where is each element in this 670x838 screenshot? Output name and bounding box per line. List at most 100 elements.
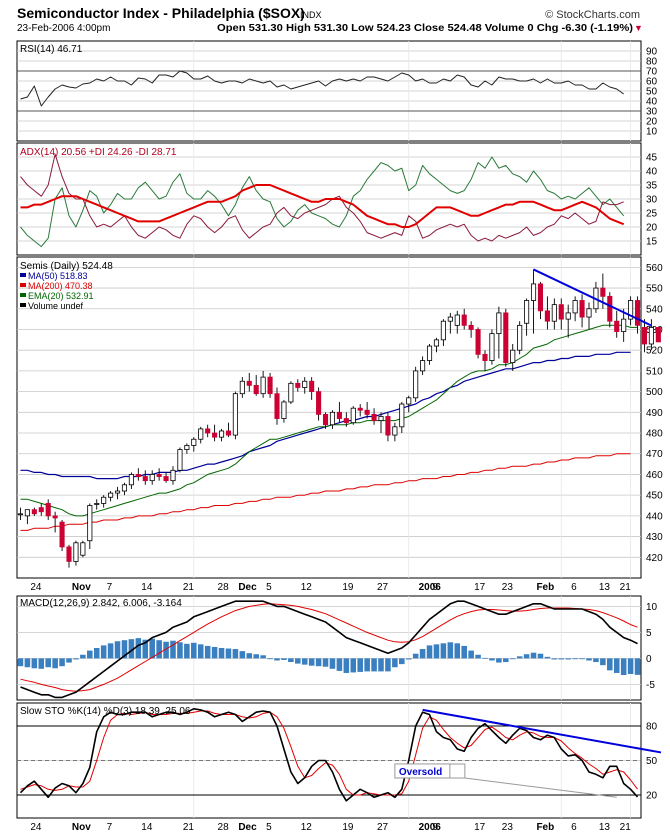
macd-histogram-bar (537, 653, 544, 659)
y-tick-label: 540 (646, 304, 663, 315)
x-tick-label: Dec (238, 582, 257, 593)
candle (433, 339, 440, 347)
y-tick-label: -5 (646, 680, 655, 691)
macd-histogram-bar (530, 652, 537, 659)
candle (503, 312, 509, 364)
price-panel-frame (16, 256, 642, 579)
candle (399, 403, 405, 428)
candle (246, 380, 252, 386)
candle (655, 327, 661, 343)
x-tick-label: 9 (432, 822, 438, 833)
macd-histogram-bar (315, 658, 322, 667)
x-tick-label: 12 (301, 582, 313, 593)
exchange-label: INDX (300, 10, 322, 20)
macd-histogram-bar (322, 658, 329, 667)
macd-histogram-bar (246, 653, 253, 659)
legend-entry: EMA(20) 532.91 (28, 291, 94, 301)
y-tick-label: 60 (646, 77, 658, 88)
x-tick-label: Feb (536, 822, 554, 833)
legend-swatch (20, 283, 26, 287)
x-tick-label: 7 (107, 822, 113, 833)
candle (468, 324, 474, 330)
candle (524, 300, 530, 324)
candle (322, 413, 329, 426)
candle (648, 327, 654, 345)
legend-entry: MA(200) 470.38 (28, 281, 93, 291)
y-tick-label: 530 (646, 325, 663, 336)
x-tick-label: Nov (72, 822, 91, 833)
stoch-trendline (422, 708, 662, 754)
oversold-label: Oversold (399, 767, 442, 778)
date-label: 23-Feb-2006 4:00pm (17, 23, 110, 34)
macd-histogram-bar (405, 658, 412, 660)
candle (385, 416, 391, 436)
candle (212, 432, 218, 438)
candle (24, 509, 30, 517)
macd-histogram-bar (204, 645, 211, 659)
macd-histogram-bar (260, 655, 266, 659)
macd-histogram-bar (288, 658, 294, 663)
candle (544, 310, 550, 322)
y-tick-label: 10 (646, 602, 658, 613)
macd-histogram-bar (114, 641, 121, 659)
candle (232, 393, 238, 436)
candle (634, 300, 641, 326)
candle (558, 304, 564, 320)
candle (420, 360, 426, 372)
y-tick-label: 560 (646, 263, 663, 274)
x-tick-label: 23 (502, 822, 514, 833)
y-tick-label: 35 (646, 181, 658, 192)
stoch-k-line (19, 708, 639, 802)
macd-line (20, 600, 638, 699)
macd-histogram-bar (184, 643, 190, 659)
macd-histogram-bar (551, 658, 558, 660)
y-tick-label: 470 (646, 449, 663, 460)
candle (295, 382, 301, 388)
macd-histogram-bar (225, 648, 232, 659)
candle (614, 320, 620, 332)
candle (628, 300, 634, 320)
candle (191, 438, 197, 446)
macd-histogram-bar (149, 638, 155, 659)
x-tick-label: Feb (536, 582, 554, 593)
macd-histogram-bar (191, 642, 197, 659)
macd-histogram-bar (357, 658, 363, 672)
x-tick-label: 27 (377, 822, 389, 833)
macd-histogram-bar (197, 644, 204, 659)
price-panel: 420 430 440 450 460 470 480 490 500 510 520 530 540 5… (16, 256, 663, 579)
candle (357, 407, 363, 411)
y-tick-label: 20 (646, 791, 658, 802)
candle (482, 353, 488, 361)
macd-histogram-bar (371, 658, 377, 672)
macd-histogram-bar (38, 658, 45, 669)
candle (66, 546, 72, 562)
macd-histogram-bar (232, 649, 239, 659)
x-tick-label: 6 (571, 582, 577, 593)
y-tick-label: 10 (646, 127, 658, 138)
macd-histogram-bar (572, 658, 578, 660)
x-tick-label: 12 (301, 822, 313, 833)
macd-histogram-bar (17, 658, 24, 667)
y-tick-label: 30 (646, 107, 658, 118)
macd-histogram-bar (253, 654, 259, 659)
candle (565, 312, 571, 320)
macd-histogram-bar (73, 658, 79, 660)
y-tick-label: 520 (646, 346, 663, 357)
macd-histogram-bar (440, 643, 447, 659)
x-tick-label: 14 (141, 582, 153, 593)
macd-histogram-bar (378, 658, 384, 672)
macd-histogram-bar (66, 658, 72, 663)
macd-histogram-bar (579, 658, 585, 660)
macd-histogram-bar (600, 658, 606, 666)
macd-histogram-bar (177, 642, 183, 659)
candle (288, 382, 294, 403)
candle (329, 411, 336, 426)
plus-di-line (20, 156, 625, 248)
macd-histogram-bar (620, 658, 627, 676)
x-tick-label: 13 (599, 582, 611, 593)
x-tick-label: 28 (218, 582, 230, 593)
candle (600, 287, 606, 297)
